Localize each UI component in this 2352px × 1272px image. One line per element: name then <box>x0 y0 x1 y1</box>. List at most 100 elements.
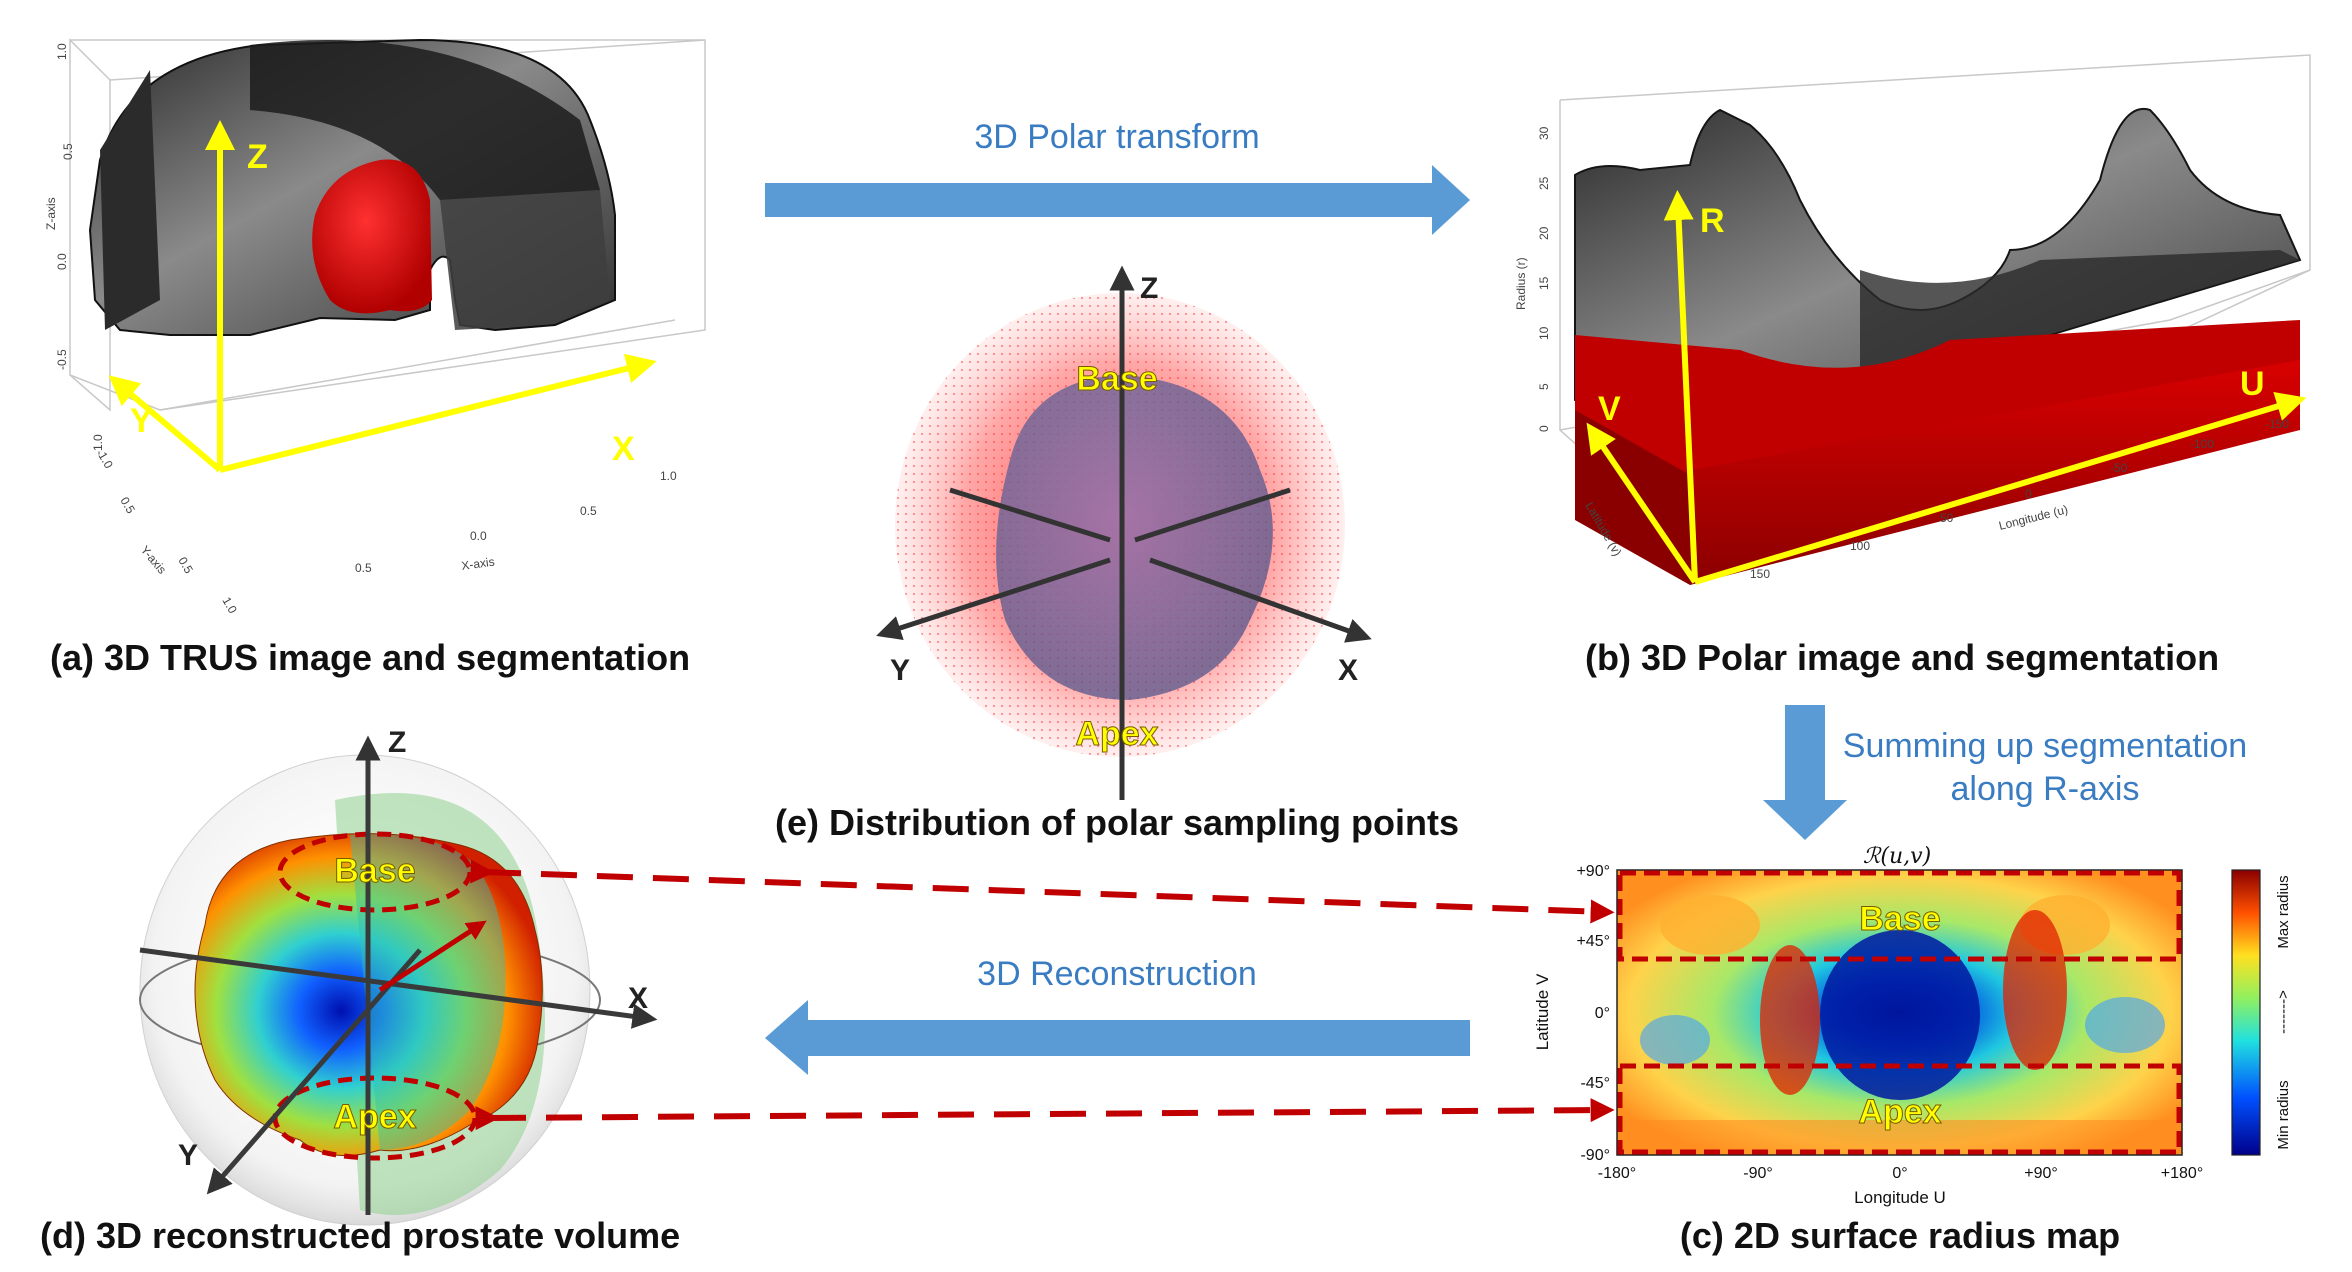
panel-e-y-axis-neg <box>1134 487 1291 543</box>
panel-a-x-axis-name: X-axis <box>460 554 495 573</box>
radius-map-title: ℛ(u,v) <box>1863 844 1931 869</box>
panel-a-z-axis-name: Z-axis <box>44 197 58 230</box>
x-tick: 1.0 <box>660 469 677 483</box>
panel-d-axis-y-label: Y <box>178 1139 198 1172</box>
panel-d-base-label: Base <box>334 852 415 890</box>
u-tick: -150 <box>2265 417 2289 431</box>
panel-d-caption: (d) 3D reconstructed prostate volume <box>40 1215 680 1256</box>
panel-e-axis-y-label: Y <box>890 654 910 687</box>
map-ridge-right <box>2003 910 2067 1070</box>
panel-c: ℛ(u,v) Base Apex +90° +45° 0° -45° -90° … <box>1533 844 2292 1256</box>
panel-b-axis-r-label: R <box>1700 202 1725 240</box>
map-cold-center <box>1820 930 1980 1100</box>
panel-a-x-ticks: 0.5 0.0 0.5 1.0 <box>355 469 677 575</box>
panel-b-axes <box>1586 190 2307 585</box>
x-tick: 0.5 <box>580 504 597 518</box>
y-tick: +90° <box>1576 863 1610 880</box>
panel-e-axis-x-label: X <box>1338 654 1358 687</box>
panel-a: Z Y X Z-axis X-axis Y-axis 1.0 0.5 0.0 -… <box>44 38 706 678</box>
panel-a-axis-y-label: Y <box>130 402 153 440</box>
y-tick: 0° <box>1595 1005 1610 1022</box>
panel-e-x-axis-neg <box>949 487 1111 543</box>
prostate-right-half <box>350 834 506 1150</box>
panel-e-caption: (e) Distribution of polar sampling point… <box>775 802 1459 843</box>
colorbar <box>2231 869 2261 1156</box>
base-region-ellipse <box>277 831 473 913</box>
map-frame <box>1616 869 2183 1156</box>
polar-segmentation-front <box>1690 360 2300 585</box>
r-tick: 30 <box>1537 126 1551 140</box>
y-tick: 0.5 <box>175 555 196 577</box>
panel-a-axis-z-label: Z <box>247 138 268 176</box>
y-tick: -45° <box>1580 1075 1610 1092</box>
inner-gland <box>996 375 1273 700</box>
trus-volume-slab <box>100 70 160 330</box>
y-tick: 1.0 <box>219 595 240 617</box>
x-tick: -90° <box>1743 1165 1773 1182</box>
u-tick: 0 <box>2025 487 2032 501</box>
panel-a-caption: (a) 3D TRUS image and segmentation <box>50 637 690 678</box>
panel-e-axis-z-label: Z <box>1140 272 1158 305</box>
summing-arrow <box>1763 705 1847 840</box>
u-tick: -50 <box>2110 461 2128 475</box>
r-tick: 0 <box>1537 425 1551 432</box>
summing-flow: Summing up segmentation along R-axis <box>1763 705 2247 840</box>
summing-label-line1: Summing up segmentation <box>1843 727 2247 765</box>
z-tick: 0.5 <box>61 143 75 160</box>
u-tick: -100 <box>2190 437 2214 451</box>
reconstruction-arrow <box>765 1000 1470 1075</box>
z-tick: 1.0 <box>55 43 69 60</box>
polar-segmentation-top <box>1575 320 2300 480</box>
base-region-box <box>1617 870 2182 962</box>
radius-vector <box>378 920 487 993</box>
trus-volume-side <box>440 190 610 330</box>
panel-e-x-axis <box>1149 557 1372 643</box>
panel-c-xlabel: Longitude U <box>1854 1188 1946 1207</box>
panel-b-axis-v-label: V <box>1598 390 1621 428</box>
map-cool-right <box>2085 997 2165 1053</box>
panel-d-axis-z-label: Z <box>388 726 406 759</box>
trus-volume-top <box>250 40 600 200</box>
panel-c-apex-label: Apex <box>1858 1093 1941 1131</box>
r-tick: 15 <box>1537 276 1551 290</box>
r-tick: 25 <box>1537 176 1551 190</box>
panel-b-caption: (b) 3D Polar image and segmentation <box>1585 637 2219 678</box>
panel-d-apex-label: Apex <box>333 1098 416 1136</box>
panel-a-y-axis-name: Y-axis <box>138 543 169 577</box>
reconstruction-label: 3D Reconstruction <box>977 955 1257 993</box>
panel-b-radius-axis-name: Radius (r) <box>1514 257 1528 310</box>
panel-d: Z X Y Base Apex (d) 3D reconstructed pro… <box>40 726 680 1256</box>
u-tick: 150 <box>1750 567 1770 581</box>
x-tick: 0.5 <box>355 561 372 575</box>
y-tick: +45° <box>1576 933 1610 950</box>
x-tick: 0° <box>1892 1165 1907 1182</box>
z-tick: -0.5 <box>55 349 69 370</box>
panel-e-apex-label: Apex <box>1075 715 1158 753</box>
r-tick: 20 <box>1537 226 1551 240</box>
panel-a-z-ticks: 1.0 0.5 0.0 -0.5 -1.0 <box>55 43 105 455</box>
x-tick: 0.0 <box>470 529 487 543</box>
summing-label-line2: along R-axis <box>1951 770 2140 808</box>
z-tick: -1.0 <box>91 434 105 455</box>
colorbar-mid-label: -------> <box>2275 990 2292 1034</box>
x-tick: +180° <box>2161 1165 2203 1182</box>
panel-b-longitude-axis-name: Longitude (u) <box>1997 502 2069 533</box>
r-tick: 5 <box>1537 383 1551 390</box>
panel-b-u-ticks: 150 100 50 0 -50 -100 -150 <box>1750 417 2289 581</box>
panel-c-y-ticks: +90° +45° 0° -45° -90° <box>1576 863 1610 1164</box>
map-warm-top-left <box>1660 895 1760 955</box>
panel-a-axes <box>108 120 657 473</box>
panel-a-y-ticks: 1.0 0.5 0.5 1.0 <box>95 450 240 617</box>
apex-connector <box>475 1098 1615 1131</box>
u-tick: 50 <box>1940 511 1954 525</box>
map-ridge-left <box>1760 945 1820 1095</box>
panel-b-axis-u-label: U <box>2240 365 2265 403</box>
panel-e-base-label: Base <box>1076 360 1157 398</box>
polar-transform-arrow <box>765 165 1470 235</box>
reconstruction-flow: 3D Reconstruction <box>765 955 1470 1075</box>
panel-c-ylabel: Latitude V <box>1533 973 1552 1050</box>
panel-e-axes <box>876 265 1372 800</box>
panel-b-r-ticks: 30 25 20 15 10 5 0 <box>1537 126 1551 432</box>
